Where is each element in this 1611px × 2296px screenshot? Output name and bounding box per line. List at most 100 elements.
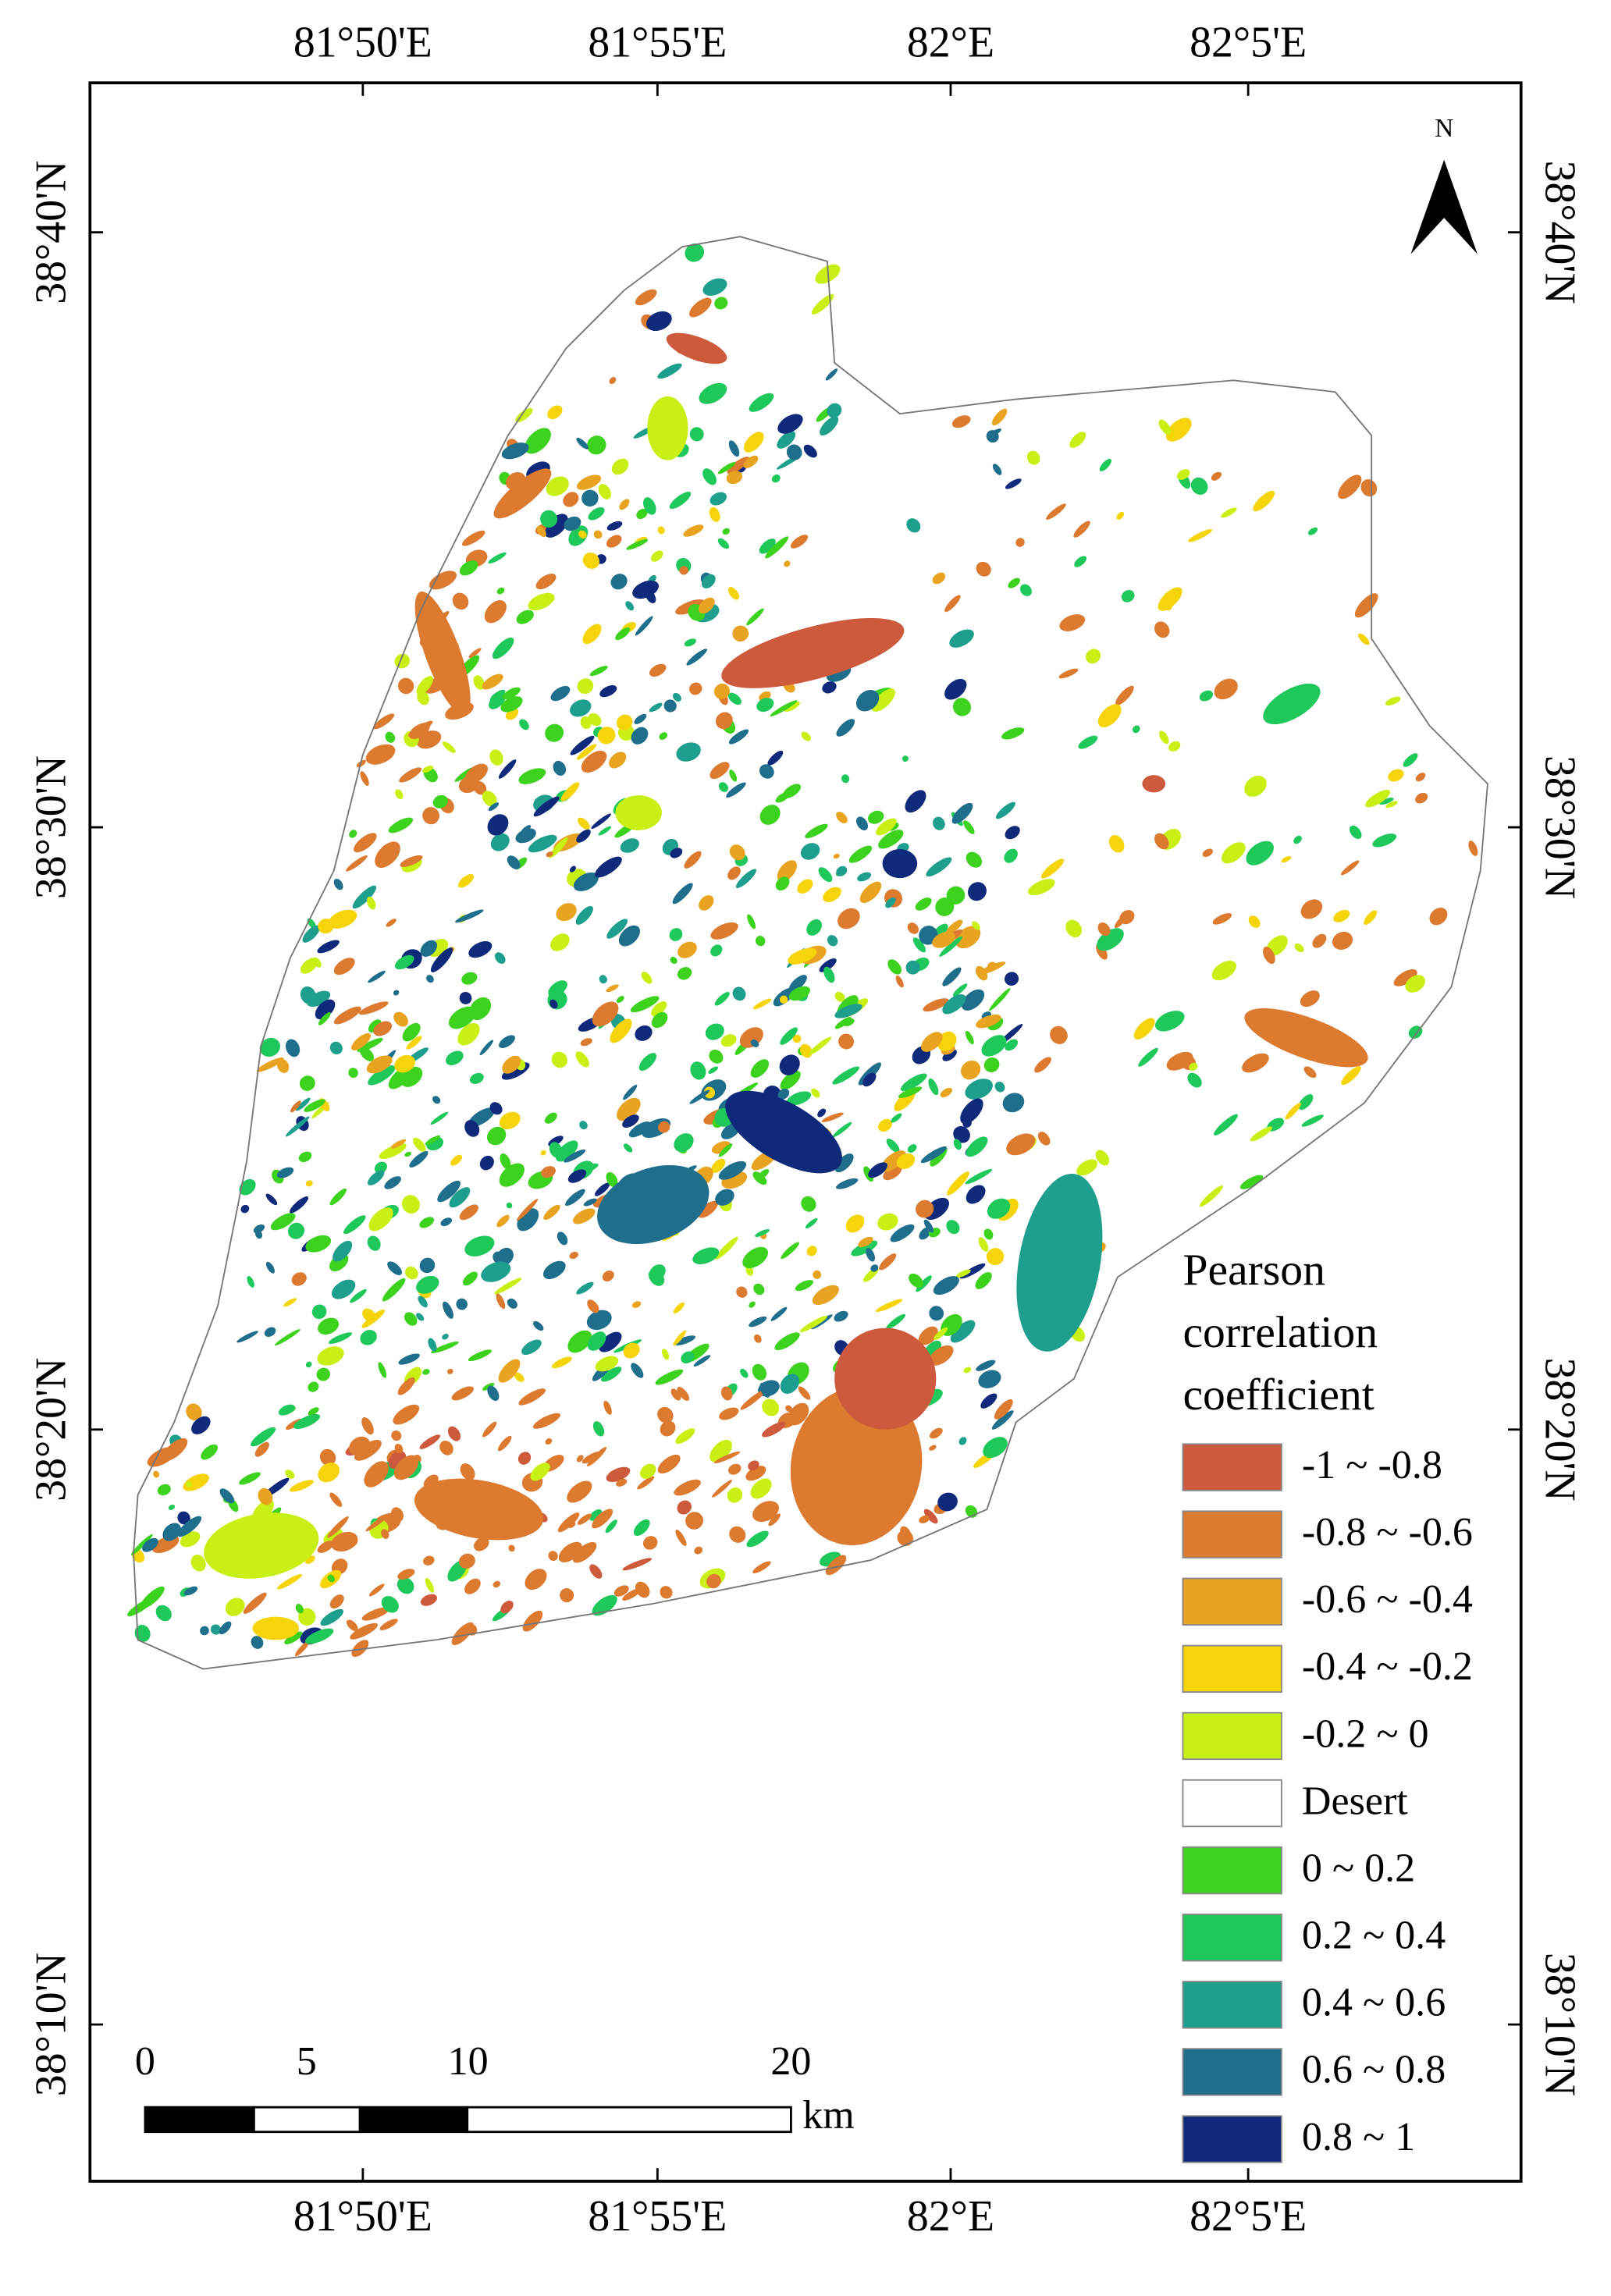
- vegetation-patch: [749, 1301, 756, 1308]
- vegetation-patch: [496, 587, 505, 595]
- vegetation-patch: [920, 1146, 947, 1164]
- vegetation-patch: [285, 1039, 301, 1057]
- vegetation-patch: [740, 1368, 749, 1378]
- vegetation-patch: [259, 1037, 280, 1057]
- vegetation-patch: [442, 1333, 449, 1340]
- vegetation-patch: [549, 1142, 563, 1158]
- vegetation-patch: [709, 492, 727, 506]
- vegetation-patch: [494, 952, 506, 964]
- top-coordinate-label: 82°E: [907, 18, 994, 66]
- vegetation-patch: [1333, 909, 1350, 922]
- vegetation-patch: [1085, 649, 1101, 664]
- vegetation-patch: [426, 975, 434, 983]
- vegetation-patch: [394, 954, 414, 970]
- vegetation-patch: [622, 1114, 639, 1128]
- vegetation-patch: [1004, 972, 1019, 986]
- vegetation-patch: [726, 782, 746, 798]
- vegetation-patch: [468, 648, 482, 659]
- vegetation-patch: [1097, 922, 1111, 937]
- vegetation-patch: [381, 1529, 389, 1539]
- vegetation-patch: [466, 1623, 478, 1636]
- vegetation-patch: [966, 851, 983, 868]
- vegetation-patch: [712, 1480, 732, 1498]
- left-coordinate-label: 38°20'N: [27, 1358, 75, 1502]
- vegetation-patch: [779, 1054, 800, 1075]
- vegetation-patch: [490, 833, 510, 851]
- vegetation-patch: [439, 1441, 453, 1455]
- vegetation-patch: [788, 975, 807, 992]
- vegetation-patch: [717, 461, 736, 474]
- vegetation-patch: [239, 1178, 256, 1196]
- vegetation-patch: [713, 683, 730, 699]
- vegetation-patch: [446, 1050, 464, 1065]
- vegetation-patch: [482, 791, 497, 807]
- vegetation-patch: [489, 1102, 503, 1115]
- vegetation-patch: [929, 1306, 944, 1321]
- vegetation-patch: [532, 1413, 561, 1429]
- vegetation-patch: [606, 919, 628, 939]
- vegetation-patch: [361, 1416, 374, 1435]
- vegetation-patch: [1354, 593, 1378, 618]
- vegetation-patch: [1221, 507, 1237, 518]
- map-content: [127, 243, 1478, 1658]
- vegetation-patch: [304, 1628, 334, 1644]
- vegetation-patch: [622, 1588, 642, 1601]
- vegetation-patch: [449, 1187, 471, 1208]
- vegetation-patch: [576, 474, 602, 490]
- vegetation-patch: [493, 1580, 501, 1588]
- vegetation-patch: [777, 860, 797, 882]
- vegetation-patch: [517, 1452, 532, 1465]
- vegetation-patch: [134, 1624, 151, 1642]
- vegetation-patch: [746, 608, 764, 626]
- vegetation-patch: [1332, 931, 1353, 951]
- vegetation-patch: [348, 1537, 358, 1548]
- vegetation-patch: [736, 1286, 748, 1298]
- vegetation-patch: [875, 1299, 903, 1313]
- vegetation-patch: [660, 1586, 673, 1599]
- vegetation-patch: [759, 764, 774, 779]
- vegetation-patch: [329, 1594, 344, 1609]
- vegetation-patch: [265, 1261, 275, 1274]
- vegetation-patch: [855, 690, 880, 712]
- vegetation-patch: [705, 1023, 724, 1040]
- vegetation-patch: [577, 1513, 592, 1525]
- vegetation-patch: [663, 699, 677, 713]
- vegetation-patch: [942, 993, 966, 1015]
- vegetation-patch: [290, 1100, 301, 1113]
- vegetation-patch: [525, 428, 551, 454]
- vegetation-patch: [898, 1086, 923, 1098]
- vegetation-patch: [779, 995, 788, 1004]
- vegetation-patch: [878, 1118, 893, 1132]
- vegetation-patch: [684, 638, 696, 647]
- vegetation-patch: [457, 874, 475, 888]
- vegetation-patch: [1006, 1133, 1036, 1156]
- vegetation-patch: [1212, 913, 1232, 925]
- vegetation-patch: [243, 1592, 267, 1614]
- vegetation-patch: [690, 1061, 706, 1080]
- vegetation-patch: [258, 1487, 273, 1505]
- vegetation-patch: [635, 289, 657, 306]
- vegetation-patch: [978, 1370, 1001, 1388]
- vegetation-patch: [367, 1170, 385, 1185]
- vegetation-patch: [204, 1512, 319, 1579]
- vegetation-patch: [274, 1329, 301, 1346]
- vegetation-patch: [606, 535, 622, 548]
- vegetation-patch: [384, 1176, 401, 1189]
- vegetation-patch: [550, 686, 571, 702]
- vegetation-patch: [806, 919, 823, 936]
- vegetation-patch: [1403, 753, 1418, 767]
- vegetation-patch: [790, 535, 809, 549]
- vegetation-patch: [482, 674, 503, 690]
- vegetation-patch: [591, 813, 611, 830]
- vegetation-patch: [589, 666, 608, 677]
- vegetation-patch: [327, 1574, 336, 1583]
- vegetation-patch: [457, 1022, 480, 1046]
- vegetation-patch: [375, 841, 400, 869]
- vegetation-patch: [750, 1039, 759, 1047]
- vegetation-patch: [611, 458, 629, 475]
- vegetation-patch: [932, 572, 946, 585]
- vegetation-patch: [935, 897, 955, 916]
- vegetation-patch: [299, 1075, 315, 1091]
- vegetation-patch: [946, 1220, 960, 1235]
- vegetation-patch: [348, 1068, 358, 1079]
